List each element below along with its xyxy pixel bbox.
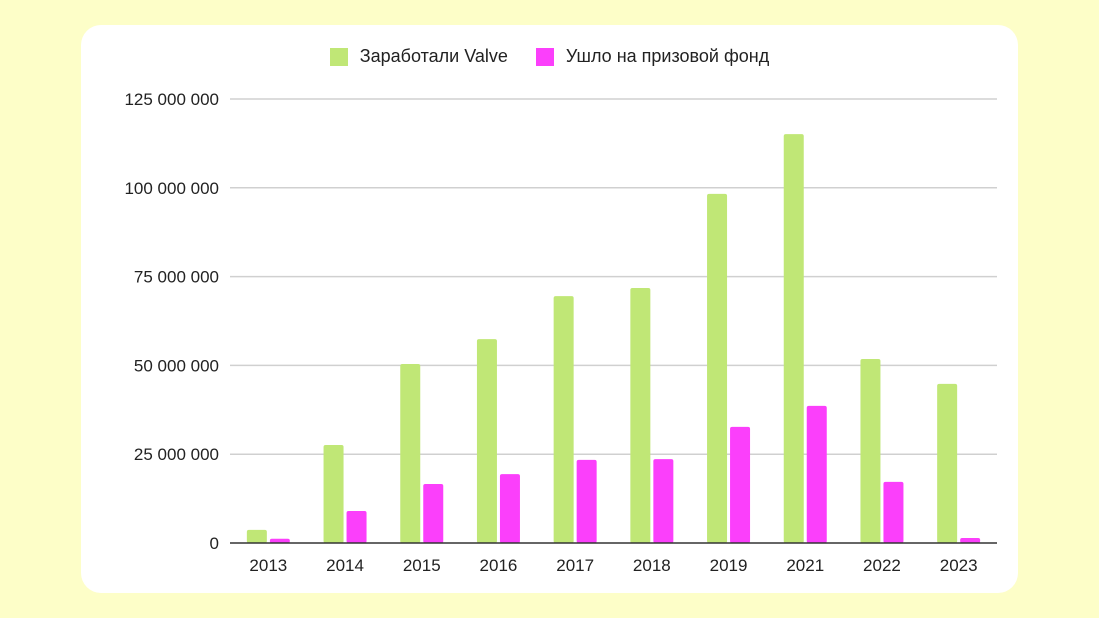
- bar-valve: [553, 296, 574, 543]
- bar-prize: [883, 481, 904, 543]
- x-tick-label: 2014: [326, 556, 364, 575]
- bar-prize: [576, 459, 597, 543]
- legend: Заработали Valve Ушло на призовой фонд: [0, 46, 1099, 67]
- legend-item-valve[interactable]: Заработали Valve: [329, 46, 508, 67]
- legend-swatch-valve: [329, 47, 348, 66]
- legend-label-prize: Ушло на призовой фонд: [565, 46, 770, 66]
- bar-valve: [476, 339, 497, 543]
- legend-swatch-prize: [535, 47, 554, 66]
- x-tick-label: 2017: [556, 556, 594, 575]
- x-tick-label: 2016: [480, 556, 518, 575]
- y-tick-label: 50 000 000: [134, 356, 219, 375]
- bar-valve: [630, 287, 651, 543]
- bar-prize: [423, 484, 444, 543]
- bar-prize: [806, 405, 827, 543]
- y-tick-label: 75 000 000: [134, 268, 219, 287]
- bar-valve: [400, 363, 421, 543]
- y-tick-label: 125 000 000: [124, 90, 219, 109]
- bar-valve: [783, 134, 804, 543]
- x-tick-label: 2023: [940, 556, 978, 575]
- bar-prize: [960, 538, 981, 543]
- bar-valve: [860, 359, 881, 543]
- x-tick-label: 2015: [403, 556, 441, 575]
- legend-item-prize[interactable]: Ушло на призовой фонд: [535, 46, 770, 67]
- y-tick-label: 0: [210, 534, 219, 553]
- y-tick-label: 25 000 000: [134, 445, 219, 464]
- bar-valve: [246, 529, 267, 543]
- bar-prize: [346, 511, 367, 543]
- x-tick-label: 2019: [710, 556, 748, 575]
- legend-label-valve: Заработали Valve: [359, 46, 508, 66]
- x-tick-label: 2021: [786, 556, 824, 575]
- bar-prize: [269, 538, 290, 543]
- y-tick-label: 100 000 000: [124, 179, 219, 198]
- bar-valve: [323, 444, 344, 543]
- bar-valve: [707, 193, 728, 544]
- bar-prize: [730, 426, 751, 543]
- bar-prize: [653, 459, 674, 543]
- bar-valve: [937, 383, 958, 543]
- x-tick-label: 2013: [249, 556, 287, 575]
- x-tick-label: 2018: [633, 556, 671, 575]
- bar-prize: [499, 474, 520, 543]
- x-tick-label: 2022: [863, 556, 901, 575]
